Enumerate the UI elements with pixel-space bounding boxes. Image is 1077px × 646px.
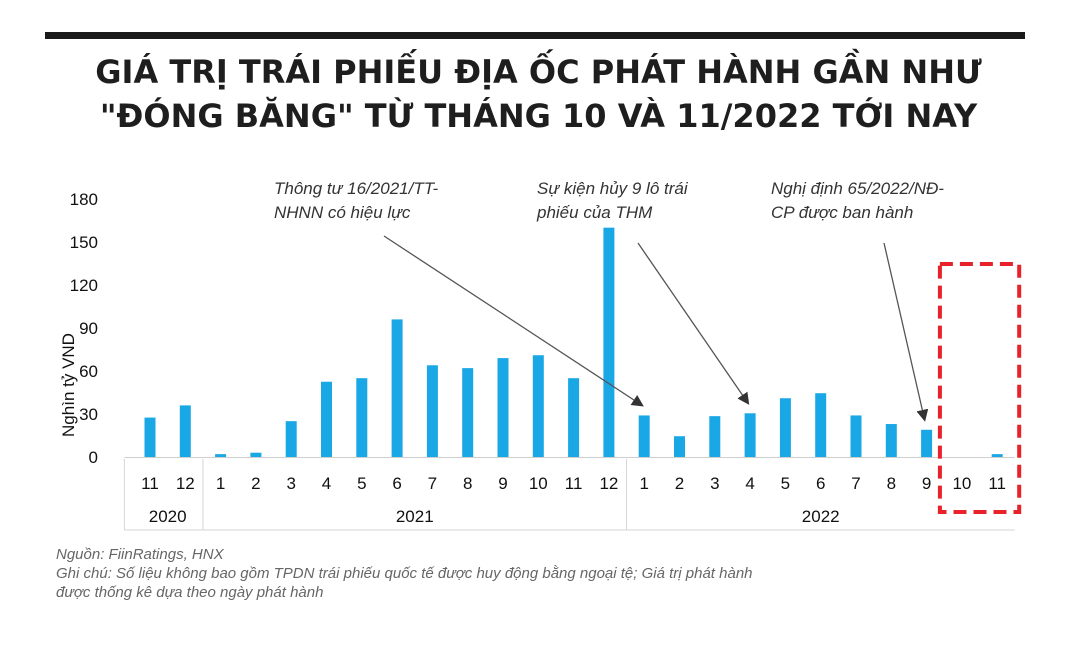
y-tick-label: 30 bbox=[79, 405, 98, 424]
bar bbox=[285, 421, 297, 457]
bar bbox=[815, 393, 827, 457]
x-tick-label: 7 bbox=[428, 474, 437, 493]
annotation-arrow bbox=[637, 242, 750, 405]
x-tick-label: 2 bbox=[675, 474, 684, 493]
source-note: Nguồn: FiinRatings, HNX bbox=[56, 546, 224, 563]
bar bbox=[885, 424, 897, 457]
y-tick-label: 120 bbox=[70, 276, 98, 295]
x-tick-label: 5 bbox=[781, 474, 790, 493]
chart-title: GIÁ TRỊ TRÁI PHIẾU ĐỊA ỐC PHÁT HÀNH GẦN … bbox=[0, 50, 1077, 138]
x-tick-label: 10 bbox=[529, 474, 548, 493]
annotation-arrow bbox=[883, 242, 929, 422]
annotation-text: phiếu của THM bbox=[536, 203, 653, 222]
top-rule bbox=[45, 32, 1025, 39]
bar bbox=[497, 358, 509, 457]
bar bbox=[850, 415, 862, 457]
footer: Nguồn: FiinRatings, HNX Ghi chú: Số liệu… bbox=[56, 545, 1036, 602]
annotation-text: Nghị định 65/2022/NĐ- bbox=[771, 179, 944, 198]
bars bbox=[144, 227, 1003, 457]
year-label: 2022 bbox=[802, 507, 840, 526]
x-tick-label: 6 bbox=[816, 474, 825, 493]
annotation-text: Sự kiện hủy 9 lô trái bbox=[537, 179, 689, 198]
bar bbox=[356, 378, 368, 457]
x-tick-label: 12 bbox=[599, 474, 618, 493]
x-tick-label: 11 bbox=[141, 474, 159, 493]
x-tick-label: 1 bbox=[216, 474, 225, 493]
x-tick-label: 2 bbox=[251, 474, 260, 493]
chart-title-line-2: "ĐÓNG BĂNG" TỪ THÁNG 10 VÀ 11/2022 TỚI N… bbox=[99, 97, 978, 135]
x-tick-label: 4 bbox=[322, 474, 331, 493]
bar bbox=[603, 227, 615, 457]
bar bbox=[674, 436, 685, 457]
bar bbox=[250, 452, 262, 457]
x-tick-label: 5 bbox=[357, 474, 366, 493]
x-tick-label: 9 bbox=[922, 474, 931, 493]
bar bbox=[921, 429, 933, 457]
y-tick-label: 0 bbox=[89, 448, 98, 467]
x-tick-label: 8 bbox=[887, 474, 896, 493]
y-tick-label: 90 bbox=[79, 319, 98, 338]
year-label: 2021 bbox=[396, 507, 434, 526]
bar bbox=[568, 378, 580, 457]
chart-title-line-1: GIÁ TRỊ TRÁI PHIẾU ĐỊA ỐC PHÁT HÀNH GẦN … bbox=[95, 53, 982, 91]
bar bbox=[991, 454, 1003, 457]
annotation-arrow bbox=[383, 235, 644, 407]
bar bbox=[391, 319, 403, 457]
y-axis-label: Nghìn tỷ VND bbox=[59, 333, 78, 437]
bar bbox=[779, 398, 791, 457]
x-tick-label: 11 bbox=[565, 474, 583, 493]
bar bbox=[638, 415, 650, 457]
x-tick-label: 1 bbox=[639, 474, 648, 493]
annotation-text: NHNN có hiệu lực bbox=[274, 203, 411, 222]
x-tick-label: 12 bbox=[176, 474, 195, 493]
bar bbox=[426, 365, 438, 457]
x-tick-label: 4 bbox=[745, 474, 754, 493]
bar bbox=[709, 416, 721, 457]
bar bbox=[744, 413, 756, 457]
x-tick-label: 11 bbox=[988, 474, 1006, 493]
bar bbox=[144, 417, 156, 457]
x-tick-label: 3 bbox=[710, 474, 719, 493]
y-tick-label: 180 bbox=[70, 190, 98, 209]
annotation-text: CP được ban hành bbox=[771, 203, 913, 222]
bar bbox=[532, 355, 544, 457]
bar bbox=[321, 381, 332, 457]
x-tick-label: 6 bbox=[392, 474, 401, 493]
x-tick-label: 10 bbox=[952, 474, 971, 493]
y-tick-label: 150 bbox=[70, 233, 98, 252]
bar bbox=[215, 454, 227, 457]
year-label: 2020 bbox=[149, 507, 187, 526]
y-axis: 0 30 60 90 120 150 180 Nghìn tỷ VND bbox=[59, 190, 98, 467]
x-tick-label: 7 bbox=[851, 474, 860, 493]
y-tick-label: 60 bbox=[79, 362, 98, 381]
bar bbox=[179, 405, 191, 457]
footnote-line-1: Ghi chú: Số liệu không bao gồm TPDN trái… bbox=[56, 565, 753, 582]
annotations: Thông tư 16/2021/TT- NHNN có hiệu lực Sự k… bbox=[274, 179, 944, 422]
highlight-box bbox=[937, 262, 1022, 514]
x-tick-label: 9 bbox=[498, 474, 507, 493]
bar bbox=[462, 368, 474, 457]
footnote-line-2: được thống kê dựa theo ngày phát hành bbox=[56, 584, 324, 601]
x-tick-label: 3 bbox=[286, 474, 295, 493]
x-tick-label: 8 bbox=[463, 474, 472, 493]
annotation-text: Thông tư 16/2021/TT- bbox=[274, 179, 439, 198]
